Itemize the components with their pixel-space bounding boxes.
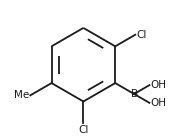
Text: Me: Me [14,90,29,100]
Text: Cl: Cl [78,125,89,135]
Text: B: B [131,89,138,99]
Text: Cl: Cl [137,30,147,40]
Text: OH: OH [151,80,167,90]
Text: OH: OH [151,98,167,108]
